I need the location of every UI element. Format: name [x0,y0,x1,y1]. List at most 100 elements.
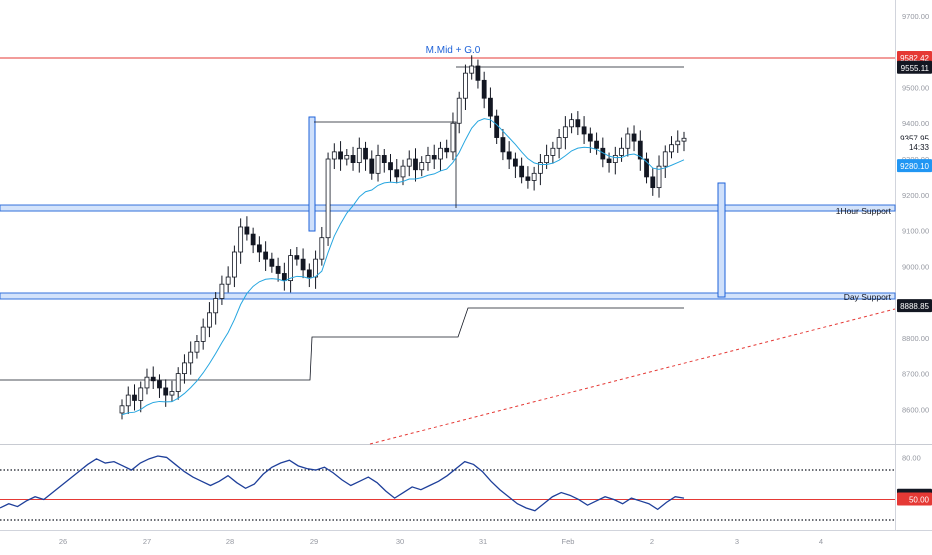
candle-body [150,376,156,382]
candle-body [637,140,643,160]
candle-body [288,255,294,282]
y-tick-label: 8600.00 [902,405,929,414]
candle-body [256,244,262,253]
candle-body [450,122,456,153]
day-support-band [0,292,896,300]
candle-body [263,251,269,260]
candle-body [413,158,418,171]
candle-body [494,115,500,138]
candle-body [325,158,331,239]
candle-body [681,137,687,142]
candle-body [356,147,362,163]
time-axis[interactable]: 26 27 28 29 30 31 Feb 2 3 4 [59,537,823,546]
ema-line [121,118,685,416]
x-tick-label: 30 [396,537,404,546]
x-tick-label: 27 [143,537,151,546]
candle-body [506,151,512,160]
candle-body [269,258,275,267]
x-tick-label: 26 [59,537,67,546]
y-tick-label: 9700.00 [902,12,929,21]
candle-body [575,119,581,128]
candle-body [344,155,350,160]
candle-body [250,233,256,246]
x-tick-label: Feb [562,537,575,546]
x-tick-label: 31 [479,537,487,546]
candle-body [188,351,194,364]
candle-body [219,283,225,299]
candle-body [431,155,437,160]
price-badge-label: 8888.85 [900,302,929,311]
price-badge-label: 50.00 [909,496,930,505]
candle-body [306,269,312,278]
price-badge-4 [897,159,932,173]
candle-body [369,158,375,174]
candle-body [519,165,525,178]
candle-body [488,97,493,117]
candle-body [594,140,599,149]
x-tick-label: 4 [819,537,823,546]
candle-body [175,373,181,392]
candle-body [281,273,287,282]
candle-body [169,391,175,396]
y-tick-label: 8700.00 [902,370,929,379]
candle-body [619,147,624,156]
x-tick-label: 28 [226,537,234,546]
candle-body [581,126,587,135]
candle-body [350,155,356,163]
y-tick-label: 9500.00 [902,83,929,92]
range-box-outline [314,121,457,208]
candle-body [675,140,681,146]
ema-layer [121,118,685,416]
x-tick-label: 2 [650,537,654,546]
candle-body [144,376,150,389]
price-badge-1 [897,60,932,74]
1hour-support-label: 1Hour Support [836,206,892,216]
price-badge-3 [897,139,932,153]
candle-body [456,97,462,124]
candle-body [544,155,550,163]
price-badge-label: 14:33 [909,143,930,152]
candle-body [213,298,219,314]
candle-body [550,147,556,156]
candle-body [207,312,212,328]
candle-body [338,151,343,160]
price-badge-rsi-1 [897,492,932,506]
candle-body [531,172,537,181]
trend-line-dashed [369,308,896,445]
candle-body [463,72,468,99]
candle-body [163,387,169,396]
candle-body [475,65,481,81]
candle-body [500,137,506,153]
candle-body [669,144,674,153]
candle-body [319,237,325,260]
candle-body [425,155,431,163]
candle-body [400,165,406,178]
candle-body [625,133,631,149]
candle-body [562,126,568,138]
candle-body [331,151,337,160]
candle-body [157,380,162,389]
candle-body [244,226,250,235]
candle-body [556,137,562,149]
candle-body [200,326,206,342]
drawings-layer [0,66,896,445]
step-line [0,307,684,381]
candle-body [662,151,668,167]
candle-body [650,176,656,189]
candle-body [381,155,387,163]
breakout-box [308,116,316,232]
candle-body [275,265,281,274]
candle-body [419,162,425,171]
candle-body [513,158,518,167]
candle-body [438,147,443,160]
candle-body [194,341,200,353]
candle-body [481,79,487,99]
1hour-support-band [0,204,896,212]
candle-body [656,165,662,189]
price-badge-5 [897,299,932,313]
horizontal-levels-layer [0,57,896,300]
candle-body [132,394,137,401]
